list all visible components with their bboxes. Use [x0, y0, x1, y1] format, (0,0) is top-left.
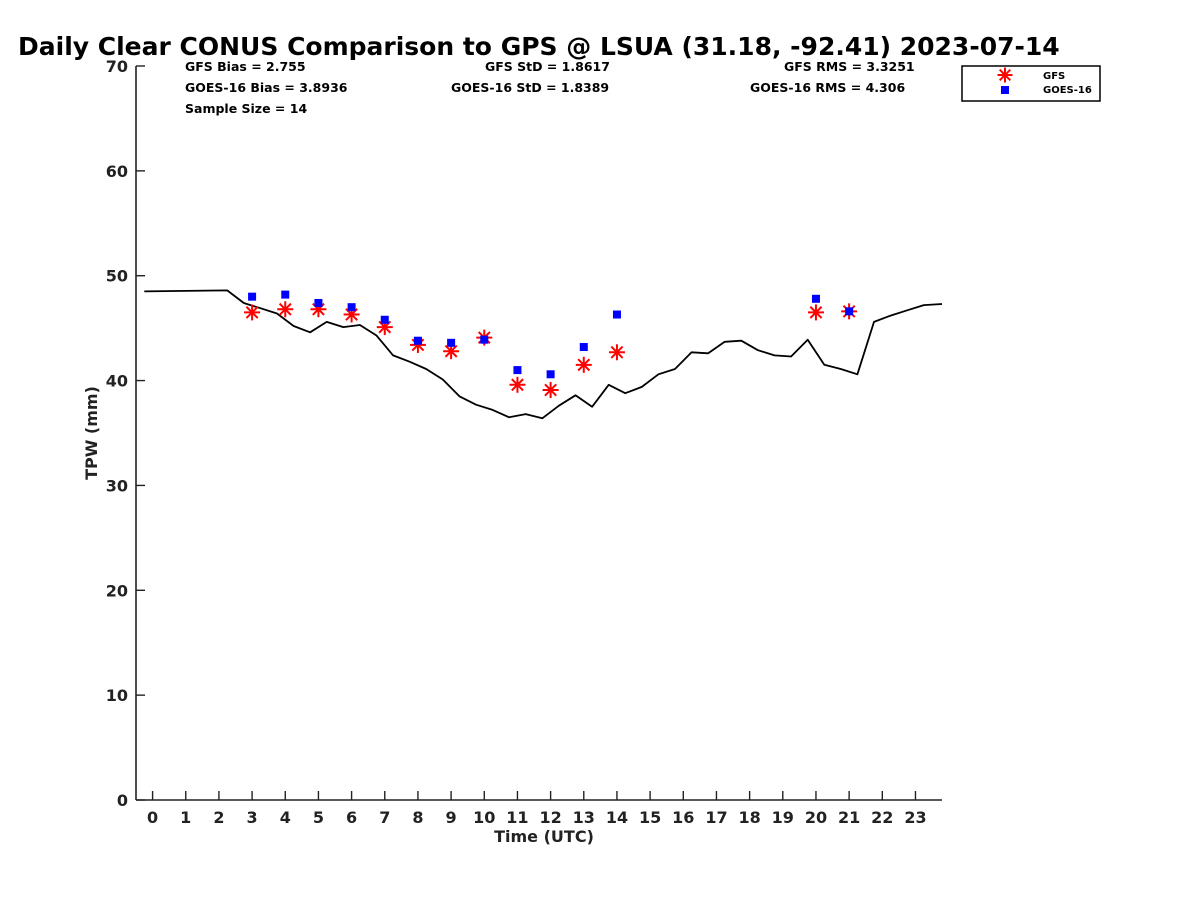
stat-goes-bias: GOES-16 Bias = 3.8936 — [185, 80, 348, 95]
gps-line — [144, 289, 943, 420]
x-tick-label: 11 — [506, 808, 528, 827]
x-tick-label: 9 — [446, 808, 457, 827]
goes-point — [314, 298, 323, 307]
goes-point — [811, 294, 820, 303]
y-axis-label: TPW (mm) — [82, 386, 101, 480]
x-tick-label: 17 — [705, 808, 727, 827]
legend-box — [961, 65, 1101, 102]
x-tick-label: 19 — [772, 808, 794, 827]
x-tick-label: 14 — [606, 808, 628, 827]
x-tick-label: 0 — [147, 808, 158, 827]
x-tick-label: 2 — [213, 808, 224, 827]
y-tick-label: 20 — [106, 581, 128, 600]
stat-goes-rms: GOES-16 RMS = 4.306 — [750, 80, 905, 95]
goes-point — [579, 343, 588, 352]
x-tick-label: 10 — [473, 808, 495, 827]
x-axis-label: Time (UTC) — [494, 827, 594, 846]
goes-point — [281, 290, 290, 299]
goes-point — [413, 336, 422, 345]
goes-point — [612, 310, 621, 319]
goes-point — [347, 303, 356, 312]
x-tick-label: 12 — [539, 808, 561, 827]
x-tick-label: 6 — [346, 808, 357, 827]
goes-point — [248, 292, 257, 301]
stat-gfs-bias: GFS Bias = 2.755 — [185, 59, 306, 74]
x-tick-label: 13 — [573, 808, 595, 827]
y-tick-label: 10 — [106, 686, 128, 705]
x-tick-label: 3 — [247, 808, 258, 827]
x-tick-label: 8 — [412, 808, 423, 827]
legend-goes-marker — [1001, 86, 1009, 94]
chart-title: Daily Clear CONUS Comparison to GPS @ LS… — [18, 32, 1060, 61]
x-tick-label: 20 — [805, 808, 827, 827]
x-tick-label: 4 — [280, 808, 291, 827]
plot-area — [144, 289, 943, 420]
x-tick-label: 1 — [180, 808, 191, 827]
legend-gfs-label: GFS — [1043, 71, 1065, 82]
legend-goes-label: GOES-16 — [1043, 85, 1092, 96]
stats-panel: GFS Bias = 2.755 GOES-16 Bias = 3.8936 S… — [185, 59, 915, 116]
y-tick-label: 0 — [117, 791, 128, 810]
x-tick-label: 16 — [672, 808, 694, 827]
gfs-point — [244, 304, 261, 321]
y-tick-label: 30 — [106, 476, 128, 495]
goes-point — [380, 315, 389, 324]
y-tick-label: 50 — [106, 267, 128, 286]
x-tick-label: 15 — [639, 808, 661, 827]
gfs-point — [575, 356, 592, 373]
gfs-point — [608, 344, 625, 361]
stat-goes-std: GOES-16 StD = 1.8389 — [451, 80, 609, 95]
goes-point — [546, 370, 555, 379]
stat-sample-size: Sample Size = 14 — [185, 101, 307, 116]
goes-point — [480, 335, 489, 344]
x-tick-label: 22 — [871, 808, 893, 827]
stat-gfs-std: GFS StD = 1.8617 — [485, 59, 610, 74]
x-tick-label: 21 — [838, 808, 860, 827]
goes-point — [513, 366, 522, 375]
legend-gfs-marker — [997, 67, 1013, 83]
gfs-point — [542, 382, 559, 399]
goes-point — [845, 307, 854, 316]
y-tick-label: 60 — [106, 162, 128, 181]
legend: GFS GOES-16 — [961, 65, 1101, 102]
gfs-point — [277, 301, 294, 318]
goes-point — [447, 338, 456, 347]
x-tick-label: 23 — [904, 808, 926, 827]
stat-gfs-rms: GFS RMS = 3.3251 — [784, 59, 915, 74]
legend-gfs-asterisk — [997, 67, 1013, 83]
x-tick-label: 7 — [379, 808, 390, 827]
gfs-point — [509, 376, 526, 393]
gfs-point — [807, 304, 824, 321]
x-tick-label: 18 — [738, 808, 760, 827]
x-tick-label: 5 — [313, 808, 324, 827]
y-tick-label: 70 — [106, 57, 128, 76]
y-tick-label: 40 — [106, 372, 128, 391]
